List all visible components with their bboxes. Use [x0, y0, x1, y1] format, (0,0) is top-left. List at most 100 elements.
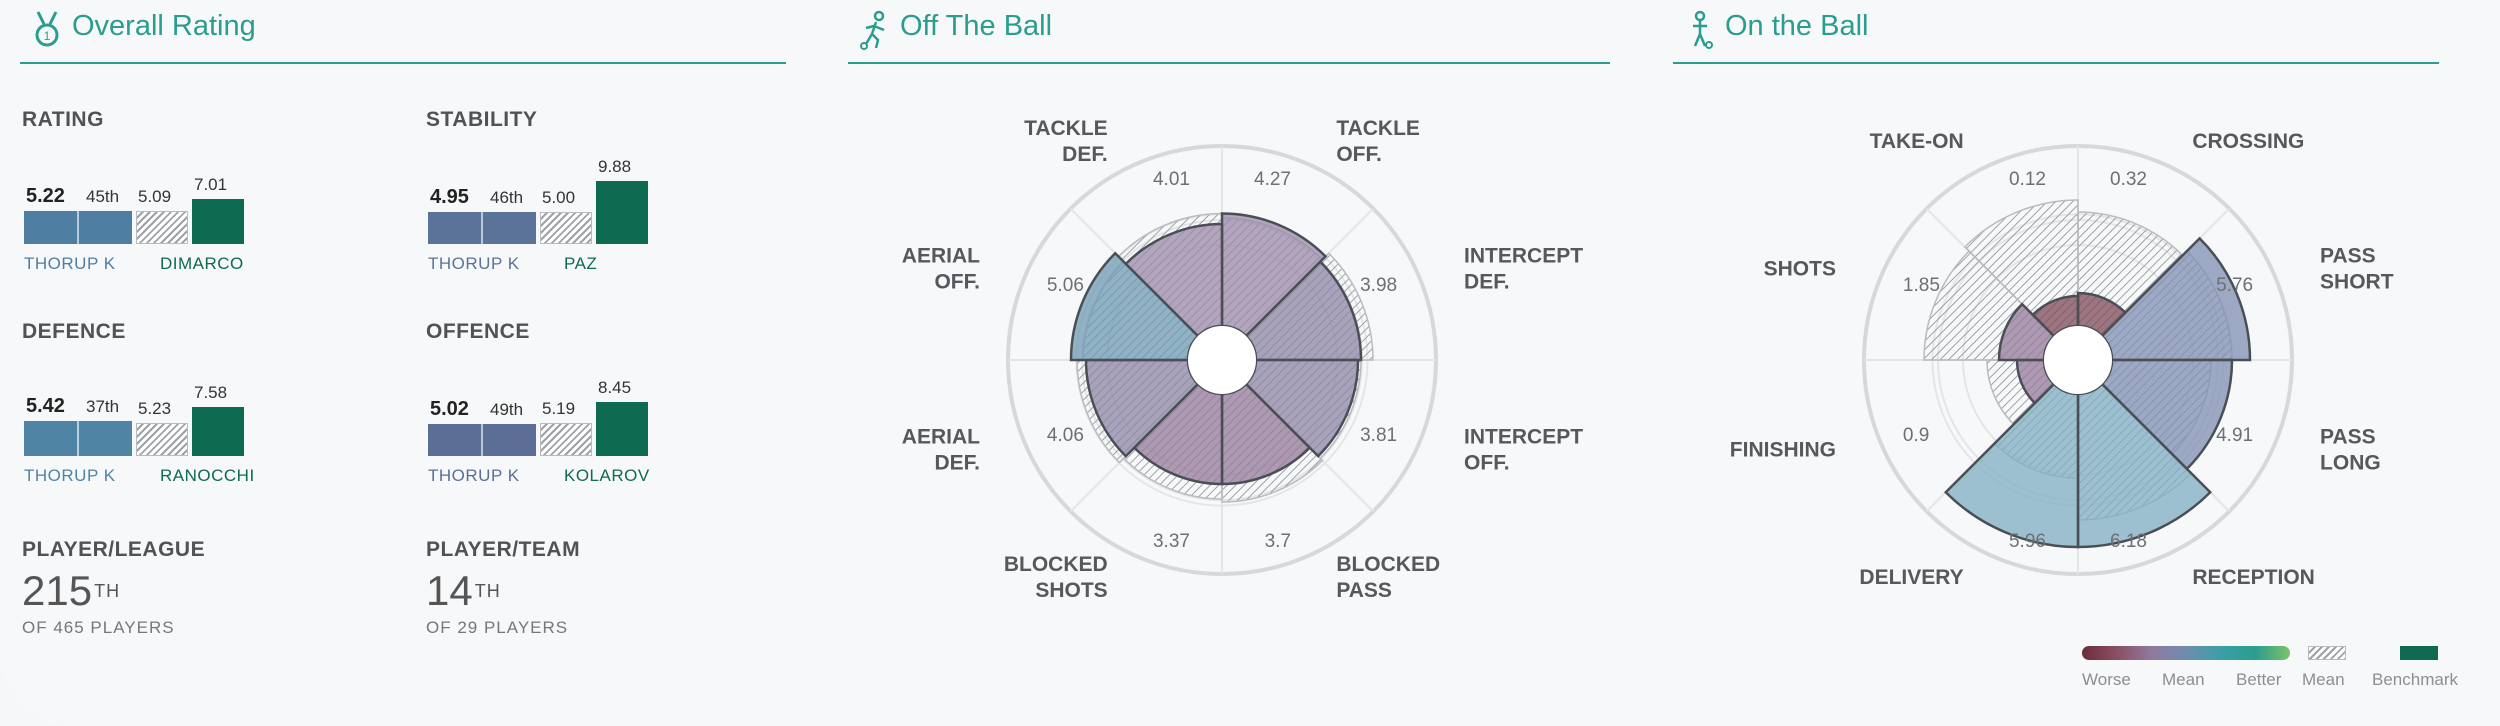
metric-label: STABILITY: [426, 108, 538, 131]
on-the-ball-header: On the Ball: [1673, 0, 2439, 64]
player-league-rank: PLAYER/LEAGUE 215 TH OF 465 PLAYERS: [22, 538, 205, 638]
on-the-ball-radar: 0.32 CROSSING 5.76 PASS SHORT 4.91 PASS LONG 6.1…: [1730, 130, 2394, 589]
center-hole: [1188, 326, 1256, 394]
player-bar: [428, 212, 536, 244]
legend-benchmark-swatch: [2400, 646, 2438, 660]
axis-label: RECEPTION: [2192, 566, 2315, 589]
mean-bar: [136, 422, 188, 456]
metric-stability: STABILITY 4.95 46th 5.00 9.88 THORUP K P…: [426, 108, 806, 288]
player-value: 5.02: [430, 397, 469, 420]
rank-value: 14 TH: [426, 567, 501, 614]
player-rank: 49th: [490, 399, 524, 419]
benchmark-value: 8.45: [598, 377, 632, 397]
off-the-ball-header: Off The Ball: [848, 0, 1610, 64]
player-value: 5.22: [26, 184, 65, 207]
benchmark-value: 7.58: [194, 383, 228, 403]
metric-label: OFFENCE: [426, 320, 530, 343]
legend-better-label: Better: [2236, 670, 2282, 689]
player-name: THORUP K: [428, 466, 520, 485]
player-value: 4.95: [430, 186, 469, 209]
mean-value: 5.00: [542, 188, 576, 207]
axis-label: SHOTS: [1764, 258, 1836, 281]
metric-rating: RATING 5.22 45th 5.09 7.01 THORUP K DIMA…: [22, 108, 402, 288]
axis-label: INTERCEPT OFF.: [1464, 425, 1583, 474]
axis-value: 4.01: [1153, 169, 1190, 190]
overall-rating-header: 1 Overall Rating: [20, 0, 786, 64]
medal-icon: 1: [35, 11, 59, 47]
player-rank: 45th: [86, 186, 120, 206]
mean-bar: [540, 212, 592, 244]
axis-value: 5.76: [2216, 275, 2253, 296]
rank-label: PLAYER/TEAM: [426, 538, 581, 561]
legend-worse-label: Worse: [2082, 670, 2131, 689]
mean-value: 5.19: [542, 398, 576, 418]
player-wedge: [1244, 259, 1363, 362]
svg-text:1: 1: [44, 29, 51, 43]
player-rank: 46th: [490, 188, 524, 208]
benchmark-name: PAZ: [564, 254, 598, 273]
section-title: On the Ball: [1725, 10, 1869, 42]
center-hole: [2044, 326, 2112, 394]
legend-benchmark-label: Benchmark: [2372, 670, 2458, 689]
axis-value: 3.81: [1360, 425, 1397, 446]
rank-subtext: OF 465 PLAYERS: [22, 618, 175, 637]
axis-value: 1.85: [1903, 275, 1940, 296]
section-title: Off The Ball: [900, 10, 1053, 42]
player-bar: [24, 421, 132, 456]
player-name: THORUP K: [428, 254, 520, 273]
player-bar: [428, 423, 536, 456]
legend-color-scale: [2082, 646, 2290, 660]
axis-value: 6.18: [2110, 531, 2147, 552]
axis-value: 4.27: [1254, 169, 1291, 190]
benchmark-value: 7.01: [194, 175, 228, 195]
axis-value: 0.32: [2110, 169, 2147, 190]
player-wedge: [1069, 251, 1200, 362]
axis-label: INTERCEPT DEF.: [1464, 245, 1583, 294]
section-title: Overall Rating: [72, 10, 256, 42]
metric-offence: OFFENCE 5.02 49th 5.19 8.45 THORUP K KOL…: [426, 320, 806, 500]
metric-defence: DEFENCE 5.42 37th 5.23 7.58 THORUP K RAN…: [22, 320, 402, 500]
mean-value: 5.09: [138, 187, 172, 207]
benchmark-bar: [596, 180, 648, 244]
axis-label: TACKLE DEF.: [1024, 117, 1108, 166]
axis-label: CROSSING: [2192, 130, 2304, 153]
player-rank: 37th: [86, 397, 120, 417]
benchmark-value: 9.88: [598, 156, 632, 176]
axis-value: 4.91: [2216, 425, 2253, 446]
metric-label: DEFENCE: [22, 320, 126, 343]
axis-label: PASS LONG: [2320, 425, 2381, 474]
mean-value: 5.23: [138, 398, 172, 418]
rank-label: PLAYER/LEAGUE: [22, 538, 206, 561]
player-name: THORUP K: [24, 466, 116, 485]
legend: Worse Mean Better Mean Benchmark: [2082, 646, 2482, 696]
legend-mean-swatch: [2308, 646, 2346, 660]
axis-value: 4.06: [1047, 425, 1084, 446]
axis-label: DELIVERY: [1859, 566, 1963, 589]
axis-label: TAKE-ON: [1870, 130, 1964, 153]
legend-mean-label: Mean: [2162, 670, 2205, 689]
player-wedge: [1220, 212, 1328, 338]
axis-value: 5.06: [1047, 275, 1084, 296]
benchmark-bar: [192, 199, 244, 244]
player-running-icon: [860, 10, 885, 50]
metric-label: RATING: [22, 108, 104, 131]
benchmark-bar: [192, 407, 244, 456]
axis-label: PASS SHORT: [2320, 245, 2394, 294]
axis-value: 0.9: [1903, 425, 1929, 446]
benchmark-name: RANOCCHI: [160, 466, 255, 485]
benchmark-name: KOLAROV: [564, 466, 650, 485]
off-the-ball-radar: 4.27 TACKLE OFF. 3.98 INTERCEPT DEF. 3.81 INTER…: [902, 117, 1583, 602]
axis-label: BLOCKED PASS: [1336, 553, 1440, 602]
axis-value: 5.96: [2009, 531, 2046, 552]
mean-bar: [540, 422, 592, 456]
axis-value: 3.7: [1265, 531, 1291, 552]
player-dribbling-icon: [1693, 10, 1713, 49]
benchmark-bar: [596, 401, 648, 456]
axis-label: TACKLE OFF.: [1336, 117, 1420, 166]
player-team-rank: PLAYER/TEAM 14 TH OF 29 PLAYERS: [426, 538, 580, 638]
player-value: 5.42: [26, 395, 65, 418]
axis-label: FINISHING: [1730, 438, 1836, 461]
rank-value: 215 TH: [22, 567, 121, 614]
axis-label: BLOCKED SHOTS: [1004, 553, 1108, 602]
player-name: THORUP K: [24, 254, 116, 273]
